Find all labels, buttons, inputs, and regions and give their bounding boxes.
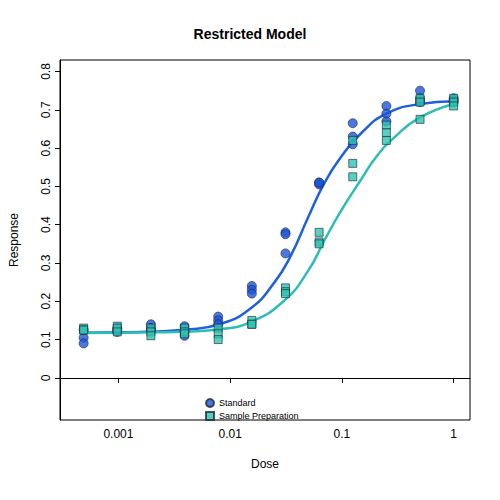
- svg-text:Standard: Standard: [219, 398, 256, 408]
- svg-text:0.7: 0.7: [39, 101, 53, 118]
- svg-text:0.1: 0.1: [334, 427, 351, 441]
- svg-text:0.8: 0.8: [39, 63, 53, 80]
- svg-text:1: 1: [450, 427, 457, 441]
- svg-text:0.01: 0.01: [218, 427, 242, 441]
- svg-text:0.6: 0.6: [39, 139, 53, 156]
- svg-text:0.4: 0.4: [39, 216, 53, 233]
- svg-text:0.3: 0.3: [39, 254, 53, 271]
- svg-text:Sample Preparation: Sample Preparation: [219, 411, 299, 421]
- svg-text:0.5: 0.5: [39, 178, 53, 195]
- svg-text:0.1: 0.1: [39, 331, 53, 348]
- svg-text:0: 0: [39, 374, 53, 381]
- svg-text:0.2: 0.2: [39, 293, 53, 310]
- svg-text:0.001: 0.001: [103, 427, 133, 441]
- svg-text:Dose: Dose: [251, 457, 279, 471]
- svg-text:Restricted Model: Restricted Model: [194, 26, 307, 42]
- svg-text:Response: Response: [7, 213, 21, 267]
